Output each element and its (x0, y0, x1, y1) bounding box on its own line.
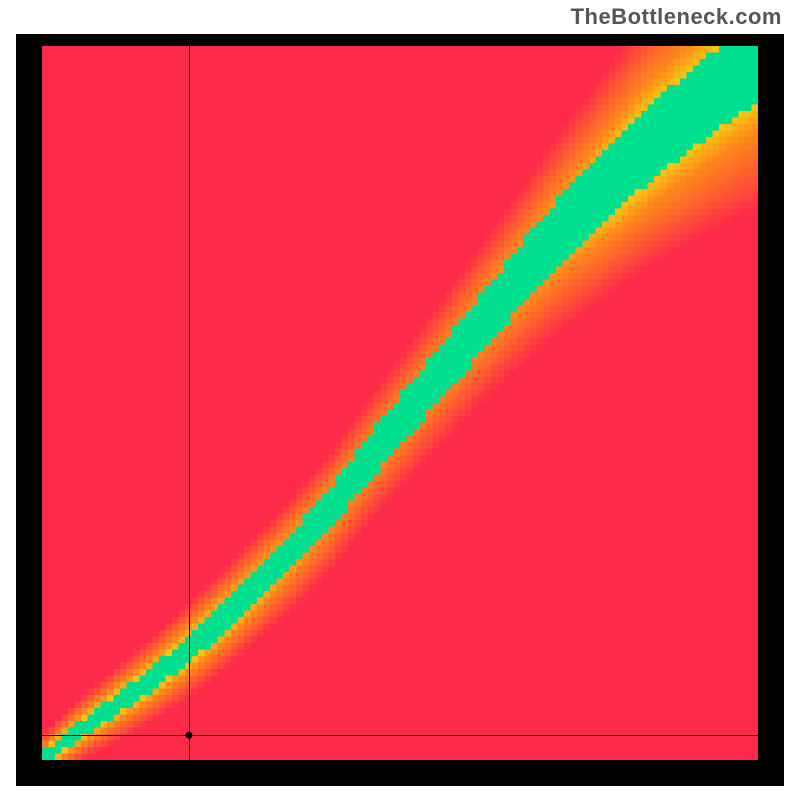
chart-frame (16, 34, 784, 786)
selection-dot (185, 732, 192, 739)
page: TheBottleneck.com (0, 0, 800, 800)
plot-area (42, 46, 758, 760)
watermark-text: TheBottleneck.com (571, 4, 782, 30)
crosshair-vertical (189, 46, 190, 760)
bottleneck-heatmap (42, 46, 758, 760)
crosshair-horizontal (42, 735, 758, 736)
